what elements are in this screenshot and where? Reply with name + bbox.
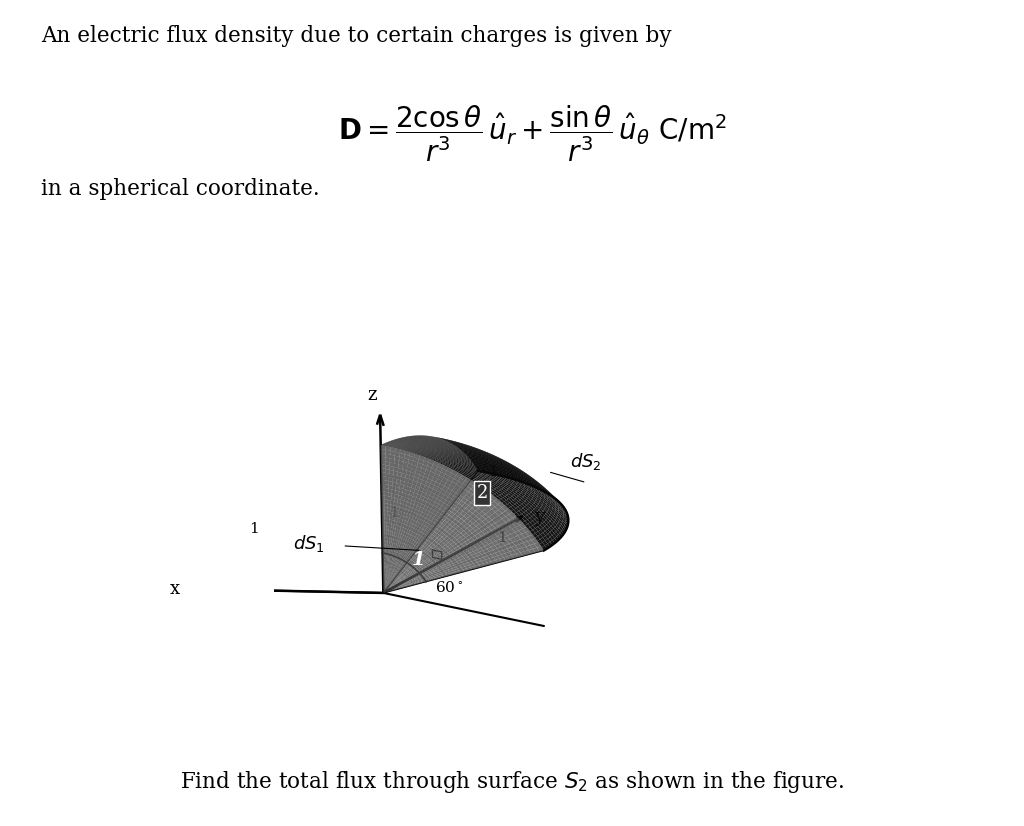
Text: $\mathbf{D} = \dfrac{2\cos\theta}{r^3}\,\hat{u}_r + \dfrac{\sin\theta}{r^3}\,\ha: $\mathbf{D} = \dfrac{2\cos\theta}{r^3}\,… (338, 103, 727, 164)
Text: Find the total flux through surface $S_2$ as shown in the figure.: Find the total flux through surface $S_2… (180, 769, 844, 795)
Text: in a spherical coordinate.: in a spherical coordinate. (41, 178, 319, 200)
Text: An electric flux density due to certain charges is given by: An electric flux density due to certain … (41, 25, 672, 47)
